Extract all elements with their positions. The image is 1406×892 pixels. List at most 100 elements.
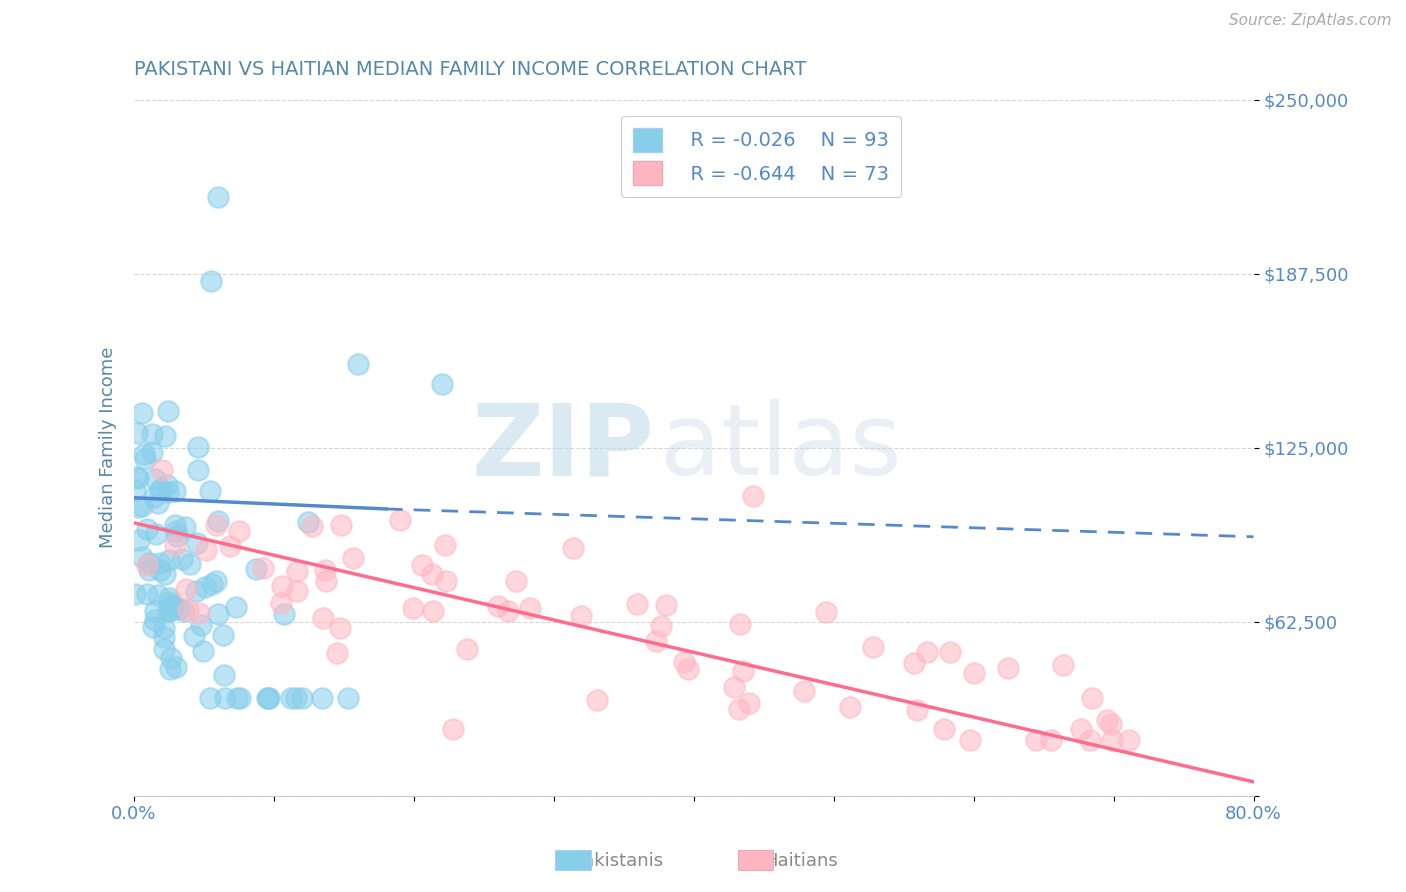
- Point: [1039, 733, 1062, 747]
- Point: [134, 452, 156, 467]
- Point: [156, 477, 179, 491]
- Point: [134, 447, 156, 461]
- Point: [252, 561, 274, 575]
- Point: [673, 655, 696, 669]
- Point: [312, 611, 335, 625]
- Point: [1101, 733, 1123, 747]
- Point: [153, 641, 176, 656]
- Point: [228, 691, 250, 706]
- Point: [157, 404, 180, 418]
- Point: [228, 524, 250, 538]
- Point: [150, 463, 173, 477]
- Point: [201, 577, 224, 591]
- Point: [173, 604, 195, 618]
- Point: [159, 604, 181, 618]
- Point: [257, 691, 280, 706]
- Point: [159, 662, 181, 676]
- Point: [297, 516, 319, 530]
- Point: [157, 591, 180, 606]
- Point: [314, 563, 336, 577]
- Point: [1081, 690, 1104, 705]
- Point: [187, 440, 209, 454]
- Point: [205, 574, 228, 589]
- Point: [742, 489, 765, 503]
- Point: [198, 691, 221, 706]
- Point: [179, 557, 201, 571]
- Point: [273, 607, 295, 621]
- Point: [291, 691, 314, 706]
- Point: [486, 599, 509, 613]
- Point: [204, 517, 226, 532]
- Point: [127, 471, 149, 485]
- Point: [194, 580, 217, 594]
- Point: [214, 691, 236, 706]
- Point: [814, 606, 837, 620]
- Point: [915, 645, 938, 659]
- Point: [456, 641, 478, 656]
- Point: [285, 691, 308, 706]
- Point: [226, 691, 249, 706]
- Point: [156, 604, 179, 618]
- Point: [411, 558, 433, 572]
- Point: [124, 587, 146, 601]
- Point: [143, 472, 166, 486]
- Point: [165, 518, 187, 533]
- Point: [146, 496, 169, 510]
- Point: [257, 691, 280, 706]
- Point: [1118, 733, 1140, 747]
- Point: [959, 733, 981, 747]
- Point: [932, 723, 955, 737]
- Point: [434, 538, 457, 552]
- Point: [280, 691, 302, 706]
- Point: [138, 556, 160, 570]
- Point: [1080, 733, 1102, 747]
- Point: [1052, 658, 1074, 673]
- Point: [676, 663, 699, 677]
- Point: [153, 630, 176, 644]
- Point: [162, 598, 184, 612]
- Point: [326, 646, 349, 660]
- Point: [311, 691, 333, 706]
- Point: [165, 538, 187, 552]
- Point: [342, 551, 364, 566]
- Point: [519, 601, 541, 615]
- Point: [329, 621, 352, 635]
- Point: [207, 190, 229, 204]
- Point: [997, 661, 1019, 675]
- Point: [167, 602, 190, 616]
- Point: [143, 490, 166, 504]
- Point: [190, 618, 212, 632]
- Point: [186, 536, 208, 550]
- Point: [723, 680, 745, 694]
- Point: [125, 470, 148, 484]
- Point: [157, 594, 180, 608]
- Point: [145, 527, 167, 541]
- Point: [225, 599, 247, 614]
- Point: [1070, 722, 1092, 736]
- Point: [738, 696, 761, 710]
- Point: [505, 574, 527, 588]
- Point: [731, 664, 754, 678]
- Point: [165, 659, 187, 673]
- Point: [149, 557, 172, 571]
- Point: [165, 484, 187, 499]
- Point: [165, 524, 187, 539]
- Point: [131, 406, 153, 420]
- Point: [793, 683, 815, 698]
- Point: [562, 541, 585, 556]
- Point: [862, 640, 884, 655]
- Point: [430, 376, 453, 391]
- Point: [571, 609, 593, 624]
- Point: [388, 513, 411, 527]
- Point: [187, 463, 209, 477]
- Point: [142, 620, 165, 634]
- Point: [141, 445, 163, 459]
- Text: Haitians: Haitians: [765, 852, 838, 870]
- Point: [138, 563, 160, 577]
- Point: [496, 604, 519, 618]
- Point: [153, 567, 176, 582]
- Point: [157, 553, 180, 567]
- Point: [174, 520, 197, 534]
- Y-axis label: Median Family Income: Median Family Income: [100, 347, 117, 549]
- Text: Source: ZipAtlas.com: Source: ZipAtlas.com: [1229, 13, 1392, 29]
